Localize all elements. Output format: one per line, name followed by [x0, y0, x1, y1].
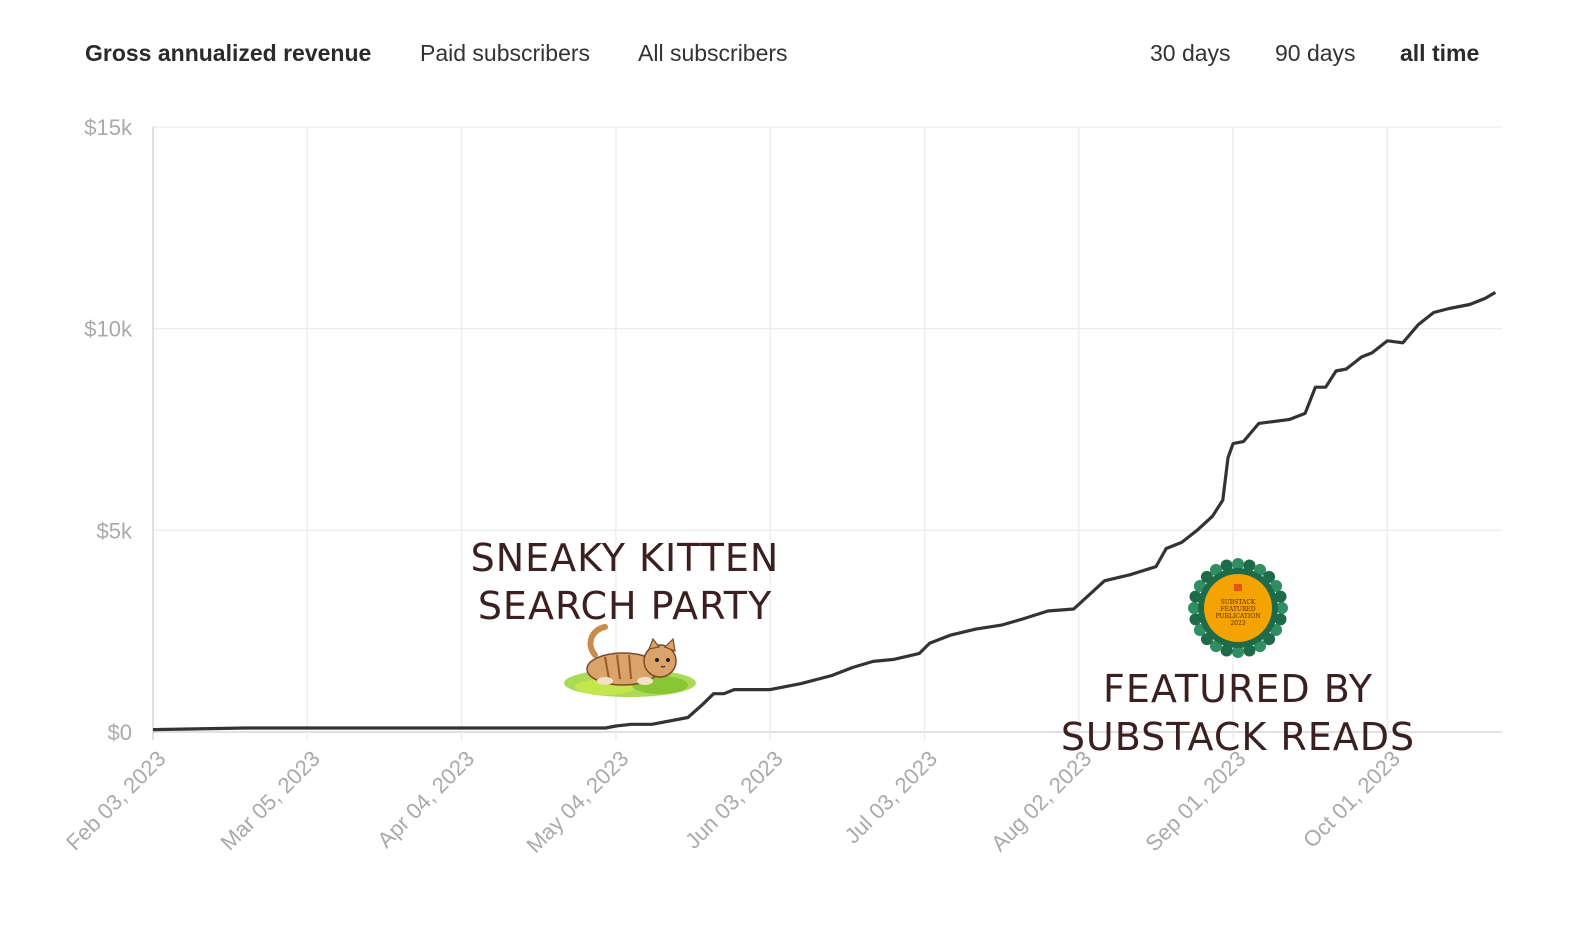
kitten-icon — [564, 624, 696, 697]
y-tick-label: $10k — [84, 317, 133, 342]
tab-30-days[interactable]: 30 days — [1150, 40, 1231, 66]
featured-annotation-line1: FEATURED BY — [1103, 667, 1373, 711]
x-axis-labels: Feb 03, 2023 Mar 05, 2023 Apr 04, 2023 May … — [61, 746, 1405, 858]
y-tick-label: $5k — [97, 518, 133, 543]
badge-petal — [1232, 646, 1244, 658]
kitten-annotation-line1: SNEAKY KITTEN — [470, 536, 780, 580]
kitten-annotation-line2: SEARCH PARTY — [477, 584, 773, 628]
x-tick-label: Oct 01, 2023 — [1298, 746, 1405, 853]
badge-petal — [1189, 590, 1202, 603]
tab-gross-annualized-revenue[interactable]: Gross annualized revenue — [85, 40, 372, 66]
badge-petal — [1189, 613, 1202, 626]
badge-petal — [1276, 602, 1288, 614]
tab-all-subscribers[interactable]: All subscribers — [638, 40, 788, 66]
badge-petal — [1274, 590, 1287, 603]
tab-all-time[interactable]: all time — [1400, 40, 1480, 66]
x-tick-label: May 04, 2023 — [521, 746, 633, 858]
badge-text: SUBSTACK FEATURED PUBLICATION 2023 — [1216, 599, 1261, 627]
y-tick-label: $15k — [84, 115, 133, 140]
featured-annotation: FEATURED BY SUBSTACK READS — [1060, 665, 1416, 761]
x-tick-label: Apr 04, 2023 — [372, 746, 479, 853]
tab-bar: Gross annualized revenue Paid subscriber… — [85, 40, 1503, 76]
x-tick-label: Feb 03, 2023 — [61, 746, 170, 855]
x-tick-label: Jul 03, 2023 — [840, 746, 942, 848]
badge-petal — [1243, 644, 1256, 657]
x-tick-label: Jun 03, 2023 — [680, 746, 788, 854]
badge-petal — [1232, 558, 1244, 570]
badge-petal — [1188, 602, 1200, 614]
badge-petal — [1274, 613, 1287, 626]
grid — [152, 126, 1502, 740]
kitten-annotation: SNEAKY KITTEN SEARCH PARTY — [460, 534, 790, 630]
tab-paid-subscribers[interactable]: Paid subscribers — [420, 40, 591, 66]
y-axis-labels: $0 $5k $10k $15k — [84, 115, 133, 745]
badge-petal — [1243, 559, 1256, 572]
tab-90-days[interactable]: 90 days — [1275, 40, 1356, 66]
x-tick-label: Aug 02, 2023 — [986, 746, 1096, 856]
badge-petal — [1220, 644, 1233, 657]
badge-petal — [1220, 559, 1233, 572]
x-tick-label: Sep 01, 2023 — [1140, 746, 1250, 856]
y-tick-label: $0 — [108, 720, 132, 745]
revenue-series-line — [152, 291, 1497, 732]
featured-badge-icon: SUBSTACK FEATURED PUBLICATION 2023 — [1188, 558, 1288, 658]
x-tick-label: Mar 05, 2023 — [215, 746, 324, 855]
featured-annotation-line2: SUBSTACK READS — [1060, 715, 1416, 759]
